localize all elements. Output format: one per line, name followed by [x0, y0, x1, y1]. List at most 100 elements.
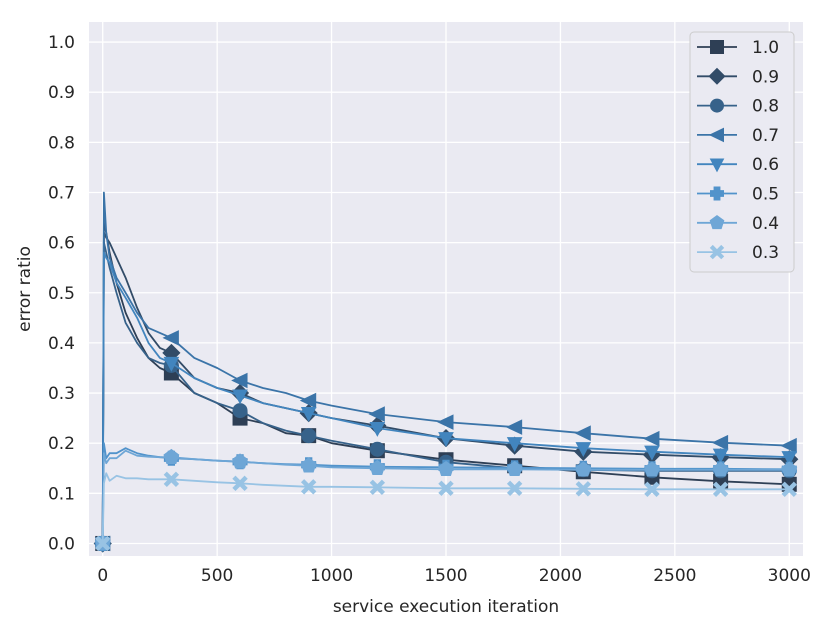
data-point — [644, 481, 660, 498]
data-point — [575, 461, 592, 477]
y-axis-label: error ratio — [15, 246, 35, 332]
series-layer — [93, 191, 799, 553]
legend-item: 0.7 — [697, 126, 779, 146]
series-line — [101, 449, 790, 544]
y-tick-label: 0.0 — [48, 534, 75, 554]
y-tick-label: 0.2 — [48, 434, 75, 454]
y-tick-label: 0.5 — [48, 284, 75, 304]
data-point — [781, 481, 797, 498]
data-point — [505, 419, 523, 435]
legend-item: 0.9 — [697, 67, 779, 87]
data-point — [232, 453, 248, 469]
data-point — [163, 471, 180, 487]
data-point — [437, 414, 454, 430]
y-tick-label: 0.6 — [48, 234, 75, 254]
data-point — [369, 422, 386, 437]
data-point — [574, 425, 591, 441]
data-point — [712, 481, 729, 498]
data-point — [708, 67, 726, 85]
data-point — [232, 403, 248, 419]
data-point — [712, 461, 729, 477]
y-tick-label: 0.8 — [48, 133, 75, 153]
legend-box — [689, 31, 795, 273]
data-point — [712, 448, 729, 464]
data-point — [506, 437, 523, 452]
legend-item: 0.6 — [697, 155, 779, 175]
x-tick-label: 1500 — [424, 566, 467, 586]
data-point — [368, 406, 385, 422]
y-tick-label: 0.3 — [48, 384, 75, 404]
data-point — [709, 158, 725, 173]
data-point — [95, 535, 111, 552]
data-point — [369, 459, 386, 475]
legend-label: 0.7 — [752, 126, 779, 146]
y-tick-label: 0.1 — [48, 484, 75, 504]
data-point — [575, 442, 592, 457]
data-point — [781, 461, 798, 477]
legend-item: 0.4 — [697, 214, 779, 234]
data-point — [710, 40, 724, 54]
data-point — [506, 480, 523, 497]
legend-item: 0.8 — [697, 97, 779, 117]
series-line — [101, 472, 790, 544]
data-point — [643, 430, 660, 447]
data-point — [780, 437, 797, 454]
data-point — [299, 392, 317, 409]
legend-label: 0.9 — [752, 67, 779, 87]
y-tick-label: 0.4 — [48, 334, 75, 354]
data-point — [708, 127, 724, 143]
data-point — [710, 98, 724, 113]
legend-label: 0.5 — [752, 185, 779, 205]
series-line — [101, 191, 790, 544]
x-tick-label: 3000 — [768, 566, 811, 586]
data-point — [644, 445, 660, 461]
x-tick-label: 2500 — [653, 566, 696, 586]
legend: 1.0 0.9 0.8 0.7 0.6 0.5 0.4 0.3 — [689, 31, 795, 273]
data-point — [300, 406, 317, 422]
data-point — [163, 448, 180, 464]
data-point — [300, 479, 317, 495]
series-line — [101, 251, 790, 544]
data-point — [232, 475, 248, 492]
data-point — [709, 244, 725, 260]
x-tick-label: 2000 — [539, 566, 582, 586]
data-point — [301, 428, 317, 444]
data-point — [710, 186, 724, 201]
data-point — [711, 434, 729, 451]
legend-item: 0.5 — [697, 185, 779, 205]
data-point — [506, 460, 523, 476]
x-axis-label: service execution iteration — [333, 597, 559, 617]
data-point — [438, 460, 454, 476]
y-tick-label: 1.0 — [48, 33, 75, 53]
x-tick-label: 0 — [97, 566, 108, 586]
data-point — [644, 461, 660, 477]
data-point — [438, 480, 454, 497]
x-tick-label: 1000 — [310, 566, 353, 586]
data-point — [709, 215, 725, 230]
data-point — [781, 451, 798, 466]
series-0.7 — [93, 191, 797, 552]
legend-item: 1.0 — [697, 38, 779, 58]
data-point — [438, 432, 454, 447]
data-point — [369, 479, 386, 496]
series-0.3 — [95, 471, 797, 552]
y-tick-labels: 0.0 0.1 0.2 0.3 0.4 0.5 0.6 0.7 0.8 0.9 1.0 — [48, 33, 75, 554]
x-tick-labels: 0 500 1000 1500 2000 2500 3000 — [97, 566, 811, 586]
y-tick-label: 0.9 — [48, 83, 75, 103]
legend-item: 0.3 — [697, 243, 779, 263]
series-line — [101, 231, 790, 544]
y-tick-label: 0.7 — [48, 183, 75, 203]
legend-label: 0.3 — [752, 243, 779, 263]
legend-label: 1.0 — [752, 38, 779, 58]
data-point — [231, 372, 248, 389]
series-0.4 — [94, 448, 798, 551]
data-point — [575, 481, 592, 497]
data-point — [369, 441, 385, 457]
data-point — [300, 457, 317, 473]
legend-label: 0.8 — [752, 97, 779, 117]
legend-label: 0.4 — [752, 214, 779, 234]
data-point — [232, 389, 248, 405]
x-tick-label: 500 — [201, 566, 233, 586]
data-point — [163, 356, 180, 372]
